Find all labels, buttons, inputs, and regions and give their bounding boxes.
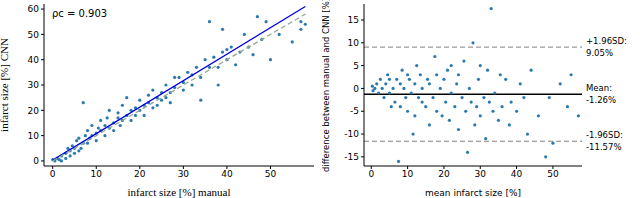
svg-text:-1.96SD:: -1.96SD: — [586, 130, 623, 140]
svg-text:5: 5 — [353, 61, 359, 71]
svg-text:15: 15 — [348, 15, 359, 25]
svg-text:difference between manual and: difference between manual and CNN [%] — [322, 0, 331, 172]
svg-text:20: 20 — [438, 169, 450, 179]
svg-text:+1.96SD:: +1.96SD: — [586, 36, 627, 46]
svg-text:-10: -10 — [344, 129, 359, 139]
svg-text:Mean:: Mean: — [586, 83, 612, 93]
svg-text:9.05%: 9.05% — [586, 48, 613, 58]
svg-text:-15: -15 — [344, 152, 359, 162]
svg-text:infarct size [%] manual: infarct size [%] manual — [128, 186, 231, 198]
svg-text:-1.26%: -1.26% — [586, 95, 616, 105]
svg-text:-5: -5 — [350, 106, 359, 116]
html-text:ρc = 0.903: ρc = 0.903 — [52, 8, 108, 19]
svg-text:infarct size [%] CNN: infarct size [%] CNN — [8, 38, 10, 132]
svg-text:30: 30 — [178, 169, 190, 179]
svg-text:0: 0 — [353, 84, 359, 94]
svg-text:0: 0 — [368, 169, 374, 179]
svg-text:10: 10 — [402, 169, 414, 179]
svg-text:50: 50 — [547, 169, 559, 179]
svg-text:0: 0 — [50, 169, 56, 179]
svg-text:10: 10 — [348, 38, 360, 48]
svg-text:40: 40 — [511, 169, 523, 179]
svg-text:10: 10 — [91, 169, 103, 179]
svg-text:0: 0 — [33, 156, 39, 166]
svg-text:50: 50 — [265, 169, 277, 179]
svg-text:20: 20 — [134, 169, 146, 179]
svg-text:30: 30 — [475, 169, 487, 179]
svg-text:mean infarct size [%]: mean infarct size [%] — [425, 188, 521, 198]
svg-text:10: 10 — [28, 131, 40, 141]
svg-text:20: 20 — [28, 106, 40, 116]
svg-text:40: 40 — [221, 169, 233, 179]
svg-text:30: 30 — [28, 80, 40, 90]
svg-text:-11.57%: -11.57% — [586, 142, 621, 152]
svg-text:50: 50 — [28, 30, 40, 40]
svg-text:40: 40 — [28, 55, 40, 65]
svg-text:60: 60 — [28, 4, 40, 14]
